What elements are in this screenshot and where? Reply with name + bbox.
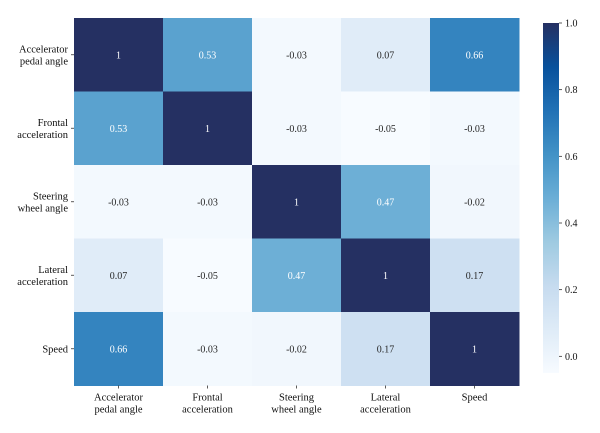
x-axis-labels: Accelerator pedal angle Frontal acceleratio… bbox=[94, 385, 488, 416]
heatmap-cell-r4-c2 bbox=[252, 312, 342, 386]
heatmap-cell-label-r3-c2: 0.47 bbox=[288, 271, 306, 282]
heatmap-cell-label-r3-c4: 0.17 bbox=[466, 271, 484, 282]
heatmap-cell-r2-c4 bbox=[430, 165, 520, 239]
heatmap-cell-label-r2-c1: -0.03 bbox=[197, 197, 218, 208]
heatmap-cell-r2-c1 bbox=[163, 165, 253, 239]
heatmap-cell-label-r4-c0: 0.66 bbox=[110, 344, 128, 355]
heatmap-cell-r1-c1 bbox=[163, 91, 253, 166]
heatmap-cell-label-r1-c4: -0.03 bbox=[464, 124, 485, 135]
heatmap-cell-r2-c3 bbox=[341, 165, 431, 239]
heatmap-cell-label-r2-c0: -0.03 bbox=[108, 197, 129, 208]
heatmap-cell-label-r3-c1: -0.05 bbox=[197, 271, 218, 282]
heatmap-cell-r1-c0 bbox=[74, 91, 164, 166]
heatmap-cell-label-r2-c3: 0.47 bbox=[377, 197, 395, 208]
heatmap-cell-r2-c2 bbox=[252, 165, 342, 239]
y-tick-label-4: Speed bbox=[42, 344, 68, 355]
heatmap-cell-label-r0-c3: 0.07 bbox=[377, 50, 395, 61]
colorbar-gradient bbox=[543, 23, 559, 373]
heatmap-cell-r3-c1 bbox=[163, 238, 253, 313]
heatmap-cell-r2-c0 bbox=[74, 165, 164, 239]
heatmap-cell-r1-c3 bbox=[341, 91, 431, 166]
heatmap-cell-label-r2-c2: 1 bbox=[294, 197, 299, 208]
heatmap-cell-r4-c1 bbox=[163, 312, 253, 386]
heatmap-cell-label-r4-c3: 0.17 bbox=[377, 344, 395, 355]
heatmap-cell-r4-c4 bbox=[430, 312, 520, 386]
x-tick-label-1: Frontal acceleration bbox=[182, 393, 233, 416]
colorbar-tick-label-3: 0.4 bbox=[565, 219, 578, 230]
colorbar-tick-label-0: 1.0 bbox=[565, 19, 578, 30]
heatmap-cell-label-r0-c1: 0.53 bbox=[199, 50, 217, 61]
heatmap-cell-label-r2-c4: -0.02 bbox=[464, 197, 485, 208]
heatmap-cell-r0-c3 bbox=[341, 18, 431, 92]
heatmap-cell-label-r3-c3: 1 bbox=[383, 271, 388, 282]
heatmap-cell-label-r4-c2: -0.02 bbox=[286, 344, 307, 355]
x-tick-label-4: Speed bbox=[462, 393, 488, 404]
heatmap-cell-label-r0-c0: 1 bbox=[116, 50, 121, 61]
heatmap-cell-label-r1-c2: -0.03 bbox=[286, 124, 307, 135]
heatmap-cell-r4-c3 bbox=[341, 312, 431, 386]
heatmap-cell-r0-c2 bbox=[252, 18, 342, 92]
heatmap-cell-r3-c3 bbox=[341, 238, 431, 313]
colorbar-tick-label-2: 0.6 bbox=[565, 152, 578, 163]
heatmap-cell-r0-c1 bbox=[163, 18, 253, 92]
y-tick-label-2: Steering wheel angle bbox=[18, 191, 69, 214]
heatmap-cell-label-r0-c4: 0.66 bbox=[466, 50, 484, 61]
y-tick-label-0: Accelerator pedal angle bbox=[19, 44, 68, 67]
heatmap-cells: 1 0.53 -0.03 0.07 0.66 0.53 1 -0.03 -0.05 -0.03 -0… bbox=[74, 18, 520, 386]
y-tick-label-3: Lateral acceleration bbox=[17, 265, 68, 288]
y-axis-labels: Accelerator pedal angle Frontal acceleratio… bbox=[17, 44, 74, 355]
heatmap-cell-label-r0-c2: -0.03 bbox=[286, 50, 307, 61]
colorbar-tick-label-5: 0.0 bbox=[565, 352, 578, 363]
x-tick-label-2: Steering wheel angle bbox=[271, 393, 322, 416]
heatmap-cell-label-r4-c1: -0.03 bbox=[197, 344, 218, 355]
heatmap-cell-r0-c4 bbox=[430, 18, 520, 92]
colorbar-tick-label-1: 0.8 bbox=[565, 85, 578, 96]
x-tick-label-3: Lateral acceleration bbox=[360, 393, 411, 416]
heatmap-cell-r1-c2 bbox=[252, 91, 342, 166]
y-tick-label-1: Frontal acceleration bbox=[17, 118, 68, 141]
heatmap-cell-label-r1-c3: -0.05 bbox=[375, 124, 396, 135]
heatmap-cell-r3-c2 bbox=[252, 238, 342, 313]
heatmap-cell-label-r1-c0: 0.53 bbox=[110, 124, 128, 135]
heatmap-cell-r1-c4 bbox=[430, 91, 520, 166]
heatmap-cell-label-r4-c4: 1 bbox=[472, 344, 477, 355]
heatmap-cell-r4-c0 bbox=[74, 312, 164, 386]
heatmap-cell-r3-c4 bbox=[430, 238, 520, 313]
heatmap-cell-r3-c0 bbox=[74, 238, 164, 313]
heatmap-cell-r0-c0 bbox=[74, 18, 164, 92]
heatmap-cell-label-r1-c1: 1 bbox=[205, 124, 210, 135]
x-tick-label-0: Accelerator pedal angle bbox=[94, 393, 143, 416]
colorbar: 1.0 0.8 0.6 0.4 0.2 0.0 bbox=[543, 19, 578, 373]
heatmap-cell-label-r3-c0: 0.07 bbox=[110, 271, 128, 282]
colorbar-tick-label-4: 0.2 bbox=[565, 285, 578, 296]
